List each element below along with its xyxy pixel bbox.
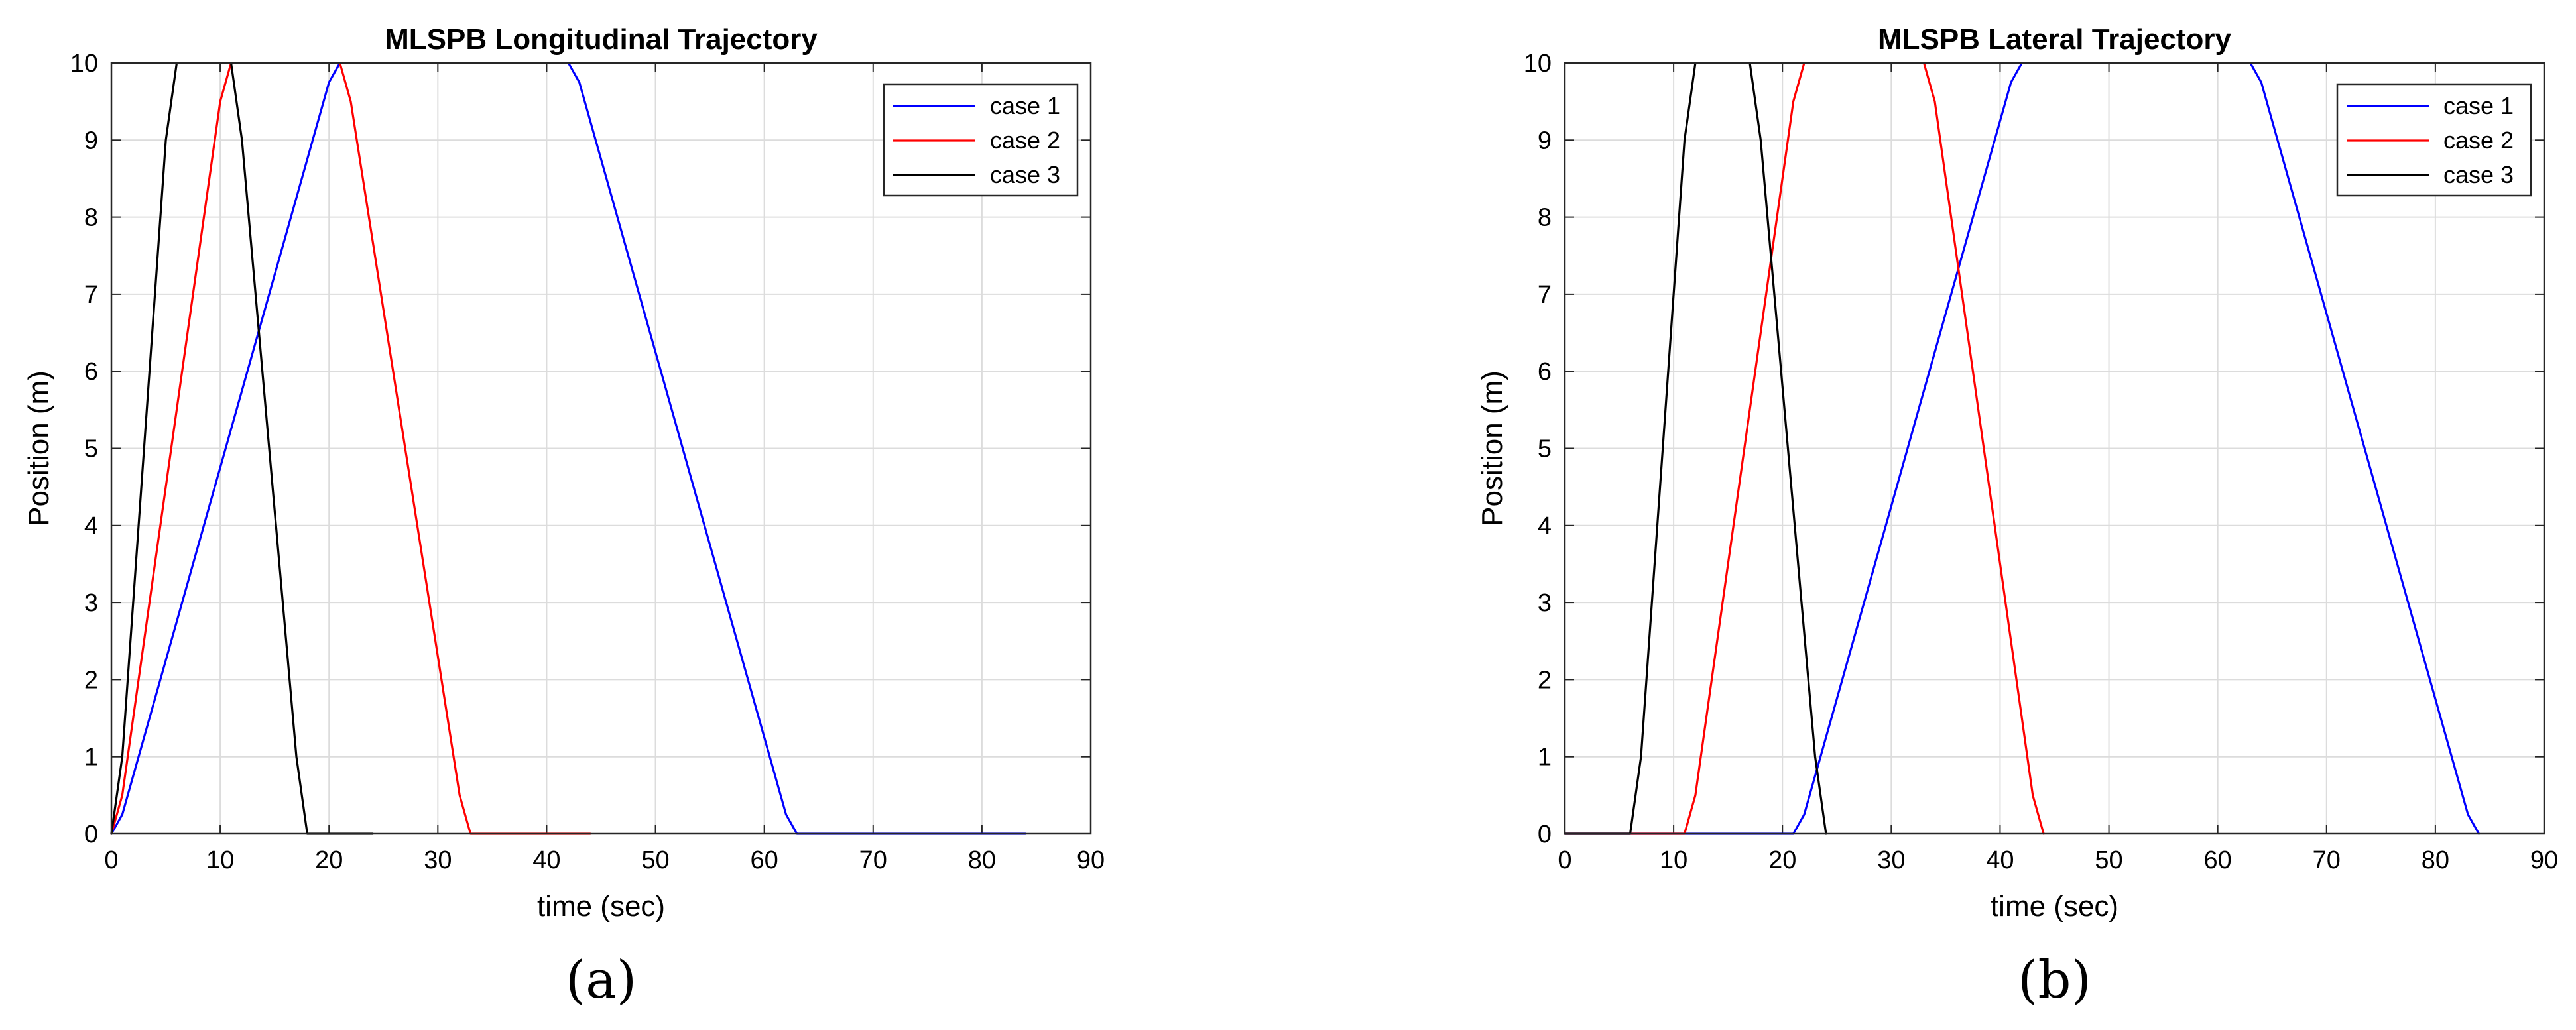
legend-label-case-2: case 2 <box>2443 127 2514 154</box>
x-tick-label: 30 <box>1877 846 1905 874</box>
legend-label-case-3: case 3 <box>2443 161 2514 188</box>
x-tick-label: 80 <box>2422 846 2449 874</box>
legend-label-case-1: case 1 <box>2443 92 2514 119</box>
legend-label-case-2: case 2 <box>990 127 1060 154</box>
y-tick-label: 1 <box>84 744 98 772</box>
chart-title-b: MLSPB Lateral Trajectory <box>1878 23 2232 56</box>
panel-caption-b: (b) <box>2018 950 2091 1010</box>
x-tick-label: 0 <box>1558 846 1571 874</box>
x-axis-label-a: time (sec) <box>537 890 665 923</box>
x-tick-label: 70 <box>859 846 887 874</box>
x-tick-label: 70 <box>2313 846 2341 874</box>
y-tick-label: 3 <box>84 589 98 617</box>
y-tick-label: 1 <box>1538 744 1552 772</box>
y-tick-label: 10 <box>70 50 98 78</box>
y-tick-label: 0 <box>84 821 98 848</box>
chart-title-a: MLSPB Longitudinal Trajectory <box>385 23 818 56</box>
y-tick-label: 6 <box>84 358 98 386</box>
x-tick-label: 30 <box>424 846 452 874</box>
x-tick-label: 50 <box>2095 846 2122 874</box>
y-tick-label: 2 <box>84 666 98 694</box>
panel-a: MLSPB Longitudinal Trajectory time (sec)… <box>23 23 1105 1010</box>
legend-label-case-1: case 1 <box>990 92 1060 119</box>
y-tick-label: 0 <box>1538 821 1552 848</box>
x-tick-label: 80 <box>968 846 996 874</box>
y-tick-label: 6 <box>1538 358 1552 386</box>
axes-box <box>1564 62 2545 835</box>
y-axis-label-b: Position (m) <box>1476 371 1508 526</box>
x-tick-label: 10 <box>206 846 234 874</box>
x-tick-label: 50 <box>641 846 669 874</box>
y-tick-label: 9 <box>84 127 98 154</box>
y-tick-label: 7 <box>84 281 98 309</box>
x-tick-label: 0 <box>104 846 118 874</box>
x-tick-label: 60 <box>751 846 778 874</box>
panel-caption-a: (a) <box>566 950 637 1010</box>
y-tick-label: 5 <box>1538 435 1552 463</box>
y-tick-label: 2 <box>1538 666 1552 694</box>
legend-a: case 1 case 2 case 3 <box>883 83 1079 197</box>
x-tick-label: 60 <box>2204 846 2232 874</box>
panel-b: MLSPB Lateral Trajectory time (sec) Posi… <box>1476 23 2558 1010</box>
y-tick-label: 9 <box>1538 127 1552 154</box>
y-tick-label: 10 <box>1524 50 1552 78</box>
x-tick-label: 40 <box>1986 846 2014 874</box>
y-tick-label: 4 <box>84 512 98 540</box>
x-tick-label: 10 <box>1660 846 1687 874</box>
y-tick-label: 8 <box>84 204 98 232</box>
x-tick-label: 20 <box>1768 846 1796 874</box>
y-axis-label-a: Position (m) <box>23 371 55 526</box>
y-tick-label: 4 <box>1538 512 1552 540</box>
x-tick-label: 40 <box>532 846 560 874</box>
y-tick-label: 8 <box>1538 204 1552 232</box>
x-tick-label: 20 <box>315 846 343 874</box>
x-tick-label: 90 <box>2530 846 2558 874</box>
legend-b: case 1 case 2 case 3 <box>2336 83 2532 197</box>
legend-label-case-3: case 3 <box>990 161 1060 188</box>
y-tick-label: 5 <box>84 435 98 463</box>
x-axis-label-b: time (sec) <box>1991 890 2118 923</box>
axes-box <box>110 62 1092 835</box>
y-tick-label: 7 <box>1538 281 1552 309</box>
x-tick-label: 90 <box>1077 846 1105 874</box>
y-tick-label: 3 <box>1538 589 1552 617</box>
